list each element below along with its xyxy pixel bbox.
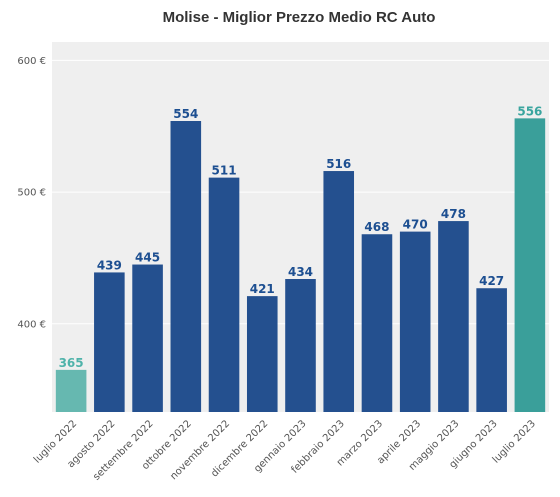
value-label: 511	[212, 164, 237, 178]
bar	[55, 369, 87, 412]
bar	[132, 264, 163, 412]
value-label: 445	[135, 251, 160, 265]
value-label: 439	[97, 258, 122, 272]
y-tick-label: 500 €	[17, 188, 46, 199]
bar	[361, 234, 393, 412]
bar	[94, 272, 125, 412]
y-tick-label: 400 €	[17, 319, 46, 330]
value-label: 434	[288, 265, 313, 279]
bar	[285, 279, 316, 412]
value-label: 554	[173, 107, 198, 121]
y-axis: 400 € 500 € 600 €	[17, 56, 46, 330]
bar	[246, 296, 278, 412]
y-tick-label: 600 €	[17, 56, 46, 67]
bar	[170, 121, 202, 413]
bar	[438, 221, 469, 412]
bar	[514, 118, 546, 412]
value-labels: 365 439 445 554 511 421 434 516 468 470 478 427 556	[59, 104, 543, 369]
value-label: 478	[441, 207, 466, 221]
bar	[323, 171, 355, 412]
bar	[208, 177, 240, 412]
value-label: 516	[326, 157, 351, 171]
value-label: 421	[250, 282, 275, 296]
value-label: 470	[403, 218, 428, 232]
chart-title: Molise - Miglior Prezzo Medio RC Auto	[163, 9, 436, 26]
value-label: 468	[364, 220, 389, 234]
bars	[55, 118, 546, 413]
value-label: 365	[59, 356, 84, 370]
value-label: 427	[479, 274, 504, 288]
bar	[399, 231, 431, 412]
value-label: 556	[517, 104, 542, 118]
bar	[476, 288, 507, 412]
